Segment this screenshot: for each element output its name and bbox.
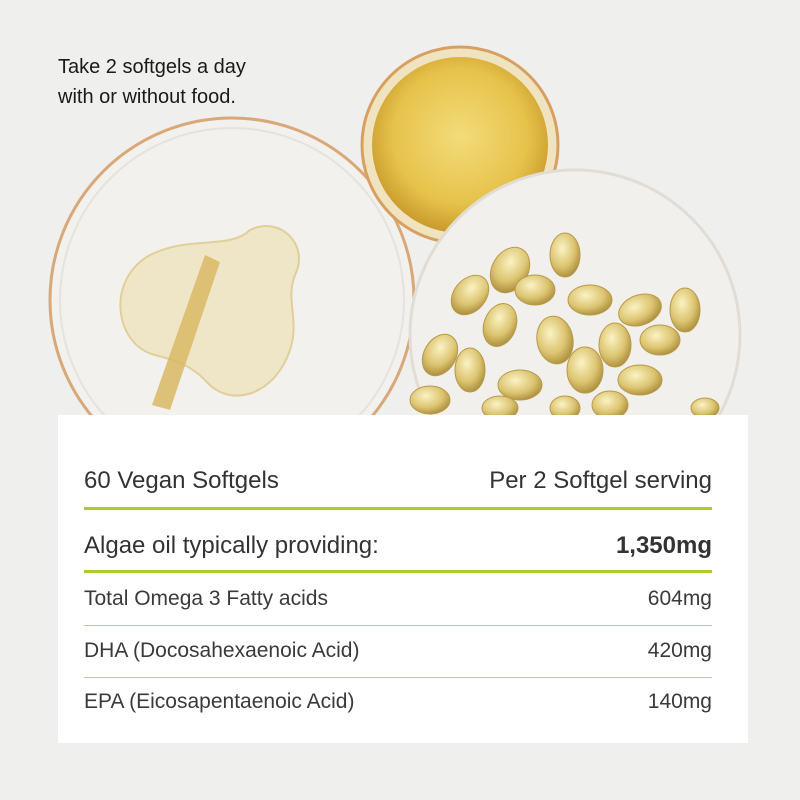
divider xyxy=(84,570,712,573)
table-row: EPA (Eicosapentaenoic Acid) 140mg xyxy=(84,690,712,713)
table-row: Total Omega 3 Fatty acids 604mg xyxy=(84,587,712,610)
table-row-main: Algae oil typically providing: 1,350mg xyxy=(84,532,712,559)
divider xyxy=(84,677,712,678)
table-header: 60 Vegan Softgels Per 2 Softgel serving xyxy=(84,467,712,495)
pack-size: 60 Vegan Softgels xyxy=(84,467,279,494)
softgels xyxy=(409,232,720,421)
nutrition-table: 60 Vegan Softgels Per 2 Softgel serving … xyxy=(58,415,748,743)
serving-size: Per 2 Softgel serving xyxy=(489,467,712,494)
usage-instructions: Take 2 softgels a day with or without fo… xyxy=(58,56,246,108)
divider xyxy=(84,625,712,626)
table-row: DHA (Docosahexaenoic Acid) 420mg xyxy=(84,639,712,662)
pipette xyxy=(152,255,220,410)
oil-puddle xyxy=(119,225,300,397)
divider xyxy=(84,507,712,510)
